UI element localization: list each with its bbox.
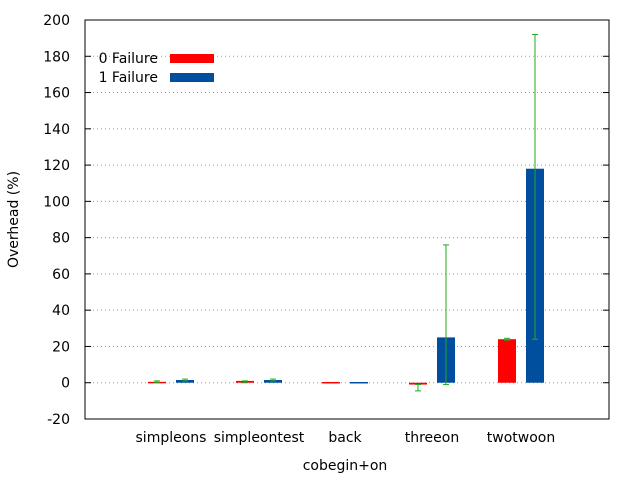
bar-zero-failure — [409, 382, 427, 385]
x-tick-label: twotwoon — [487, 430, 555, 446]
x-tick-labels: simpleons simpleontest back threeon twotwoon — [136, 430, 556, 446]
y-tick-labels: -20 0 20 40 60 80 100 120 140 160 180 200 — [43, 13, 609, 428]
y-tick-label: 180 — [43, 49, 70, 65]
bar-zero-failure — [498, 339, 516, 383]
error-bar — [242, 380, 248, 384]
bar-one-failure — [350, 381, 368, 384]
y-tick-label: 120 — [43, 158, 70, 174]
y-axis-label: Overhead (%) — [6, 171, 22, 268]
y-tick-label: 0 — [61, 376, 70, 392]
error-bar — [270, 378, 276, 382]
y-tick-label: 60 — [52, 267, 70, 283]
x-tick-label: simpleons — [136, 430, 207, 446]
error-bar — [504, 337, 510, 341]
x-tick-label: simpleontest — [214, 430, 305, 446]
grid-lines — [85, 55, 609, 384]
error-bars — [154, 34, 538, 392]
error-bar — [415, 384, 421, 392]
legend: 0 Failure 1 Failure — [99, 51, 214, 86]
y-tick-label: 200 — [43, 13, 70, 29]
legend-swatch — [170, 54, 214, 63]
legend-label: 0 Failure — [99, 51, 158, 67]
error-bar — [154, 380, 160, 384]
y-tick-label: 20 — [52, 339, 70, 355]
x-axis-label: cobegin+on — [303, 458, 388, 474]
error-bar — [443, 244, 449, 386]
error-bar — [532, 34, 538, 340]
bar-zero-failure — [322, 381, 340, 384]
y-tick-label: 140 — [43, 122, 70, 138]
y-tick-label: 160 — [43, 86, 70, 102]
plot-frame — [84, 19, 610, 420]
y-tick-label: 100 — [43, 194, 70, 210]
y-tick-label: 80 — [52, 231, 70, 247]
y-tick-label: -20 — [47, 412, 70, 428]
x-tick-label: back — [328, 430, 362, 446]
legend-swatch — [170, 73, 214, 82]
legend-label: 1 Failure — [99, 70, 158, 86]
x-tick-label: threeon — [405, 430, 459, 446]
error-bar — [182, 378, 188, 382]
y-tick-label: 40 — [52, 303, 70, 319]
